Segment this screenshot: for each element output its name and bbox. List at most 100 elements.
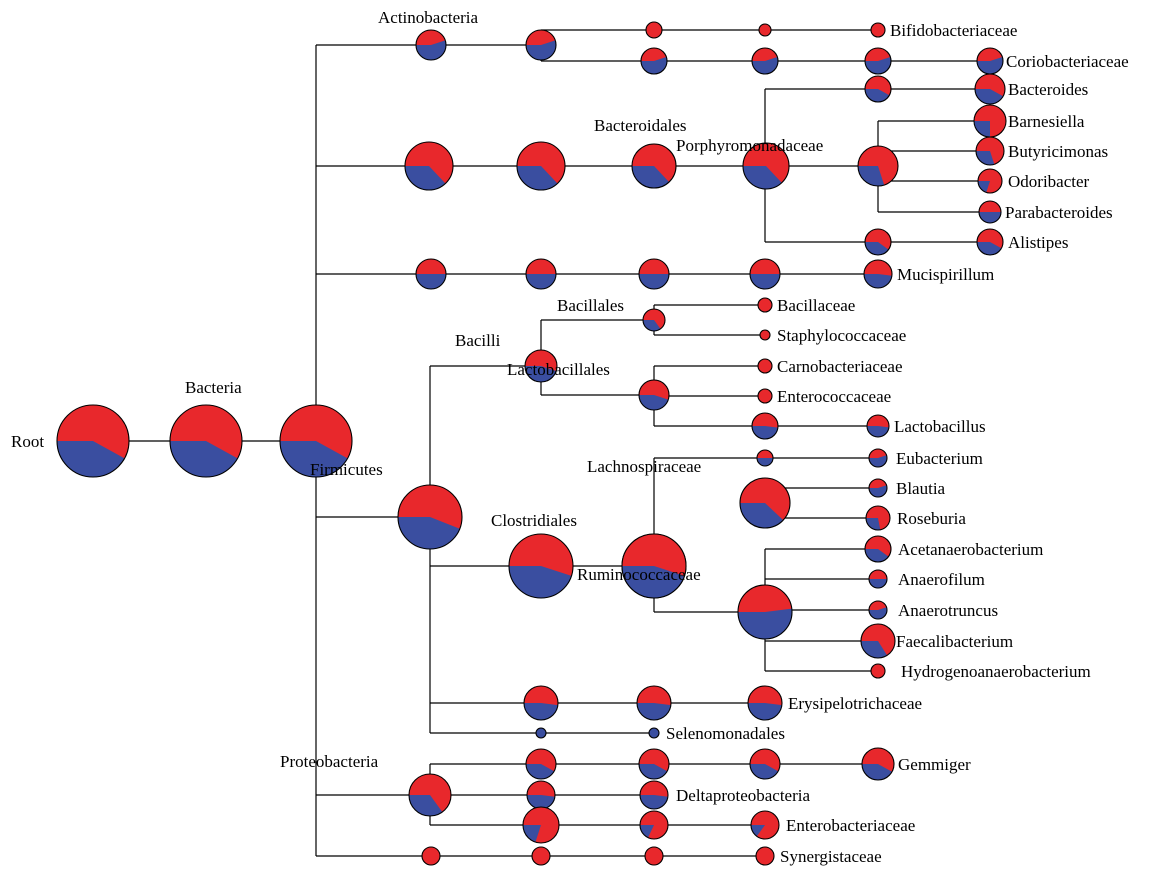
pie-bacteroidetes [404, 141, 454, 191]
label-actino: Actinobacteria [378, 8, 479, 27]
pie-bifido-1 [645, 21, 663, 39]
label-bacilli: Bacilli [455, 331, 501, 350]
label-bacteroidales: Bacteroidales [594, 116, 687, 135]
label-gemmiger: Gemmiger [898, 755, 971, 774]
label-synergistaceae: Synergistaceae [780, 847, 882, 866]
pie-proteobacteria [408, 773, 452, 817]
pie-bacteroides [974, 73, 1006, 105]
pie-synergistetes [421, 846, 441, 866]
pie-blautia [868, 478, 888, 498]
label-erysipelotrichaceae: Erysipelotrichaceae [788, 694, 922, 713]
label-proteobacteria: Proteobacteria [280, 752, 379, 771]
label-blautia: Blautia [896, 479, 946, 498]
label-bifidobacteriaceae: Bifidobacteriaceae [890, 21, 1017, 40]
pie-bacteroidales [631, 143, 677, 189]
label-porphyromonadaceae: Porphyromonadaceae [676, 136, 823, 155]
label-carnobacteriaceae: Carnobacteriaceae [777, 357, 903, 376]
label-clostridiales-hub: Ruminococcaceae [577, 565, 701, 584]
tree-labels: Root Bacteria Actinobacteria Bifidobacteria… [11, 8, 1129, 866]
pie-bacillales [642, 308, 666, 332]
pie-synergistaceae [755, 846, 775, 866]
pie-faecalibacterium [860, 623, 896, 659]
pie-lachno-genus-hub [739, 477, 791, 529]
pie-anaerotruncus [868, 600, 888, 620]
label-barnesiella: Barnesiella [1008, 112, 1085, 131]
label-lactobacillus: Lactobacillus [894, 417, 986, 436]
pie-carnobacteriaceae [757, 358, 773, 374]
label-parabacteroides: Parabacteroides [1005, 203, 1113, 222]
label-enterococcaceae: Enterococcaceae [777, 387, 891, 406]
pie-enterococcaceae [757, 388, 773, 404]
label-hydrogenoanaerobacterium: Hydrogenoanaerobacterium [901, 662, 1091, 681]
pie-bifido-2 [758, 23, 772, 37]
label-firmicutes: Firmicutes [310, 460, 383, 479]
pie-actino-2 [525, 29, 557, 61]
label-anaerotruncus: Anaerotruncus [898, 601, 998, 620]
pie-bacilli [524, 349, 558, 383]
pie-phylum-hub [279, 404, 353, 478]
pie-deferri-2 [525, 258, 557, 290]
label-bacillaceae: Bacillaceae [777, 296, 855, 315]
pie-synergistia [531, 846, 551, 866]
label-coriobacteriaceae: Coriobacteriaceae [1006, 52, 1129, 71]
pie-lactobacillus [866, 414, 890, 438]
pie-parabacteroides [978, 200, 1002, 224]
pie-lactobacillales [638, 379, 670, 411]
pie-mucispirillum [863, 259, 893, 289]
label-butyricimonas: Butyricimonas [1008, 142, 1108, 161]
pie-alistipes-1 [864, 228, 892, 256]
label-odoribacter: Odoribacter [1008, 172, 1090, 191]
pie-porphyromonadaceae [742, 142, 790, 190]
pie-root [56, 404, 130, 478]
pie-gemmiger-1 [525, 748, 557, 780]
pie-gemmiger-3 [749, 748, 781, 780]
pie-seleno-1 [535, 727, 547, 739]
pie-corio-1 [640, 47, 668, 75]
pie-staphylococcaceae [759, 329, 771, 341]
pie-firmicutes [397, 484, 463, 550]
pie-gemmiger [861, 747, 895, 781]
pie-odoribacter [977, 168, 1003, 194]
pie-butyricimonas [975, 136, 1005, 166]
label-alistipes: Alistipes [1008, 233, 1068, 252]
pie-deferri-3 [638, 258, 670, 290]
pie-entero-1 [522, 806, 560, 844]
label-mucispirillum: Mucispirillum [897, 265, 994, 284]
pie-lachnospiraceae-node [756, 449, 774, 467]
pie-gemmiger-2 [638, 748, 670, 780]
pie-lactobacillaceae [751, 412, 779, 440]
label-selenomonadales: Selenomonadales [666, 724, 785, 743]
pie-enterobacteriaceae [750, 810, 780, 840]
pie-clostridiales-hub [621, 533, 687, 599]
label-enterobacteriaceae: Enterobacteriaceae [786, 816, 915, 835]
label-clostridiales: Clostridiales [491, 511, 577, 530]
label-anaerofilum: Anaerofilum [898, 570, 985, 589]
label-roseburia: Roseburia [897, 509, 966, 528]
label-deltaproteobacteria: Deltaproteobacteria [676, 786, 810, 805]
label-faecalibacterium: Faecalibacterium [896, 632, 1013, 651]
label-bacillales: Bacillales [557, 296, 624, 315]
pie-erysip-1 [523, 685, 559, 721]
pie-bacteroidia [516, 141, 566, 191]
label-bacteroides: Bacteroides [1008, 80, 1088, 99]
pie-erysip-2 [636, 685, 672, 721]
pie-anaerofilum [868, 569, 888, 589]
pie-porph-genus-hub [857, 145, 899, 187]
pie-bacteria [169, 404, 243, 478]
pie-barnesiella [973, 104, 1007, 138]
pie-bacteroides-1 [864, 75, 892, 103]
label-eubacterium: Eubacterium [896, 449, 983, 468]
label-lactobacillales: Lactobacillales [507, 360, 610, 379]
pie-entero-2 [639, 810, 669, 840]
pie-bifidobacteriaceae [870, 22, 886, 38]
pie-erysipelotrichaceae [747, 685, 783, 721]
pie-deferri-4 [749, 258, 781, 290]
pie-alistipes [976, 228, 1004, 256]
label-staphylococcaceae: Staphylococcaceae [777, 326, 906, 345]
label-lachnospiraceae-node: Lachnospiraceae [587, 457, 701, 476]
pie-selenomonadales [648, 727, 660, 739]
pie-coriobacteriaceae [976, 47, 1004, 75]
pie-actino [415, 29, 447, 61]
pie-acetanaerobacterium [864, 535, 892, 563]
